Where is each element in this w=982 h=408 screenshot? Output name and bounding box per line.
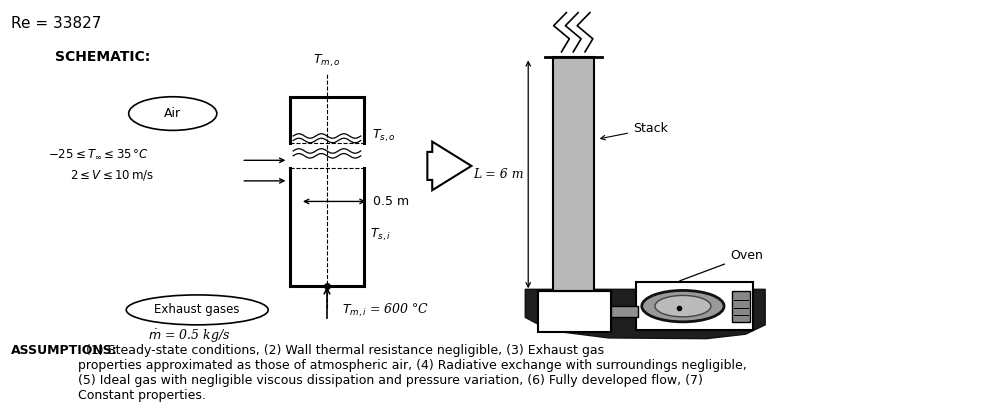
Circle shape [642, 290, 724, 322]
Text: $T_{s,i}$: $T_{s,i}$ [369, 227, 391, 243]
Ellipse shape [127, 295, 268, 325]
Polygon shape [525, 289, 765, 339]
Text: $2 \leq V \leq 10\,\mathrm{m/s}$: $2 \leq V \leq 10\,\mathrm{m/s}$ [70, 168, 154, 182]
FancyArrow shape [427, 142, 471, 190]
Text: $T_{s,o}$: $T_{s,o}$ [371, 128, 395, 144]
Text: SCHEMATIC:: SCHEMATIC: [55, 50, 150, 64]
Text: ASSUMPTIONS:: ASSUMPTIONS: [11, 344, 118, 357]
Bar [732, 290, 749, 322]
Bar [553, 58, 594, 291]
Text: (1) Steady-state conditions, (2) Wall thermal resistance negligible, (3) Exhaust: (1) Steady-state conditions, (2) Wall th… [78, 344, 746, 401]
Text: $T_{m,i}$ = 600 °C: $T_{m,i}$ = 600 °C [342, 301, 429, 319]
Text: Re = 33827: Re = 33827 [11, 16, 101, 31]
Text: $-25 \leq T_\infty \leq 35\,°C$: $-25 \leq T_\infty \leq 35\,°C$ [48, 148, 149, 161]
Text: $\dot{m}$ = 0.5 kg/s: $\dot{m}$ = 0.5 kg/s [148, 327, 231, 345]
Bar [612, 306, 638, 317]
Circle shape [655, 295, 711, 317]
Bar [538, 291, 612, 332]
Text: Exhaust gases: Exhaust gases [154, 304, 240, 316]
Ellipse shape [129, 97, 217, 131]
Bar [636, 282, 753, 330]
Text: Stack: Stack [601, 122, 668, 140]
Text: Air: Air [164, 107, 182, 120]
Text: Oven: Oven [680, 249, 763, 281]
Text: $T_{m,o}$: $T_{m,o}$ [313, 52, 341, 69]
Text: L = 6 m: L = 6 m [472, 168, 523, 181]
Text: 0.5 m: 0.5 m [373, 195, 409, 208]
